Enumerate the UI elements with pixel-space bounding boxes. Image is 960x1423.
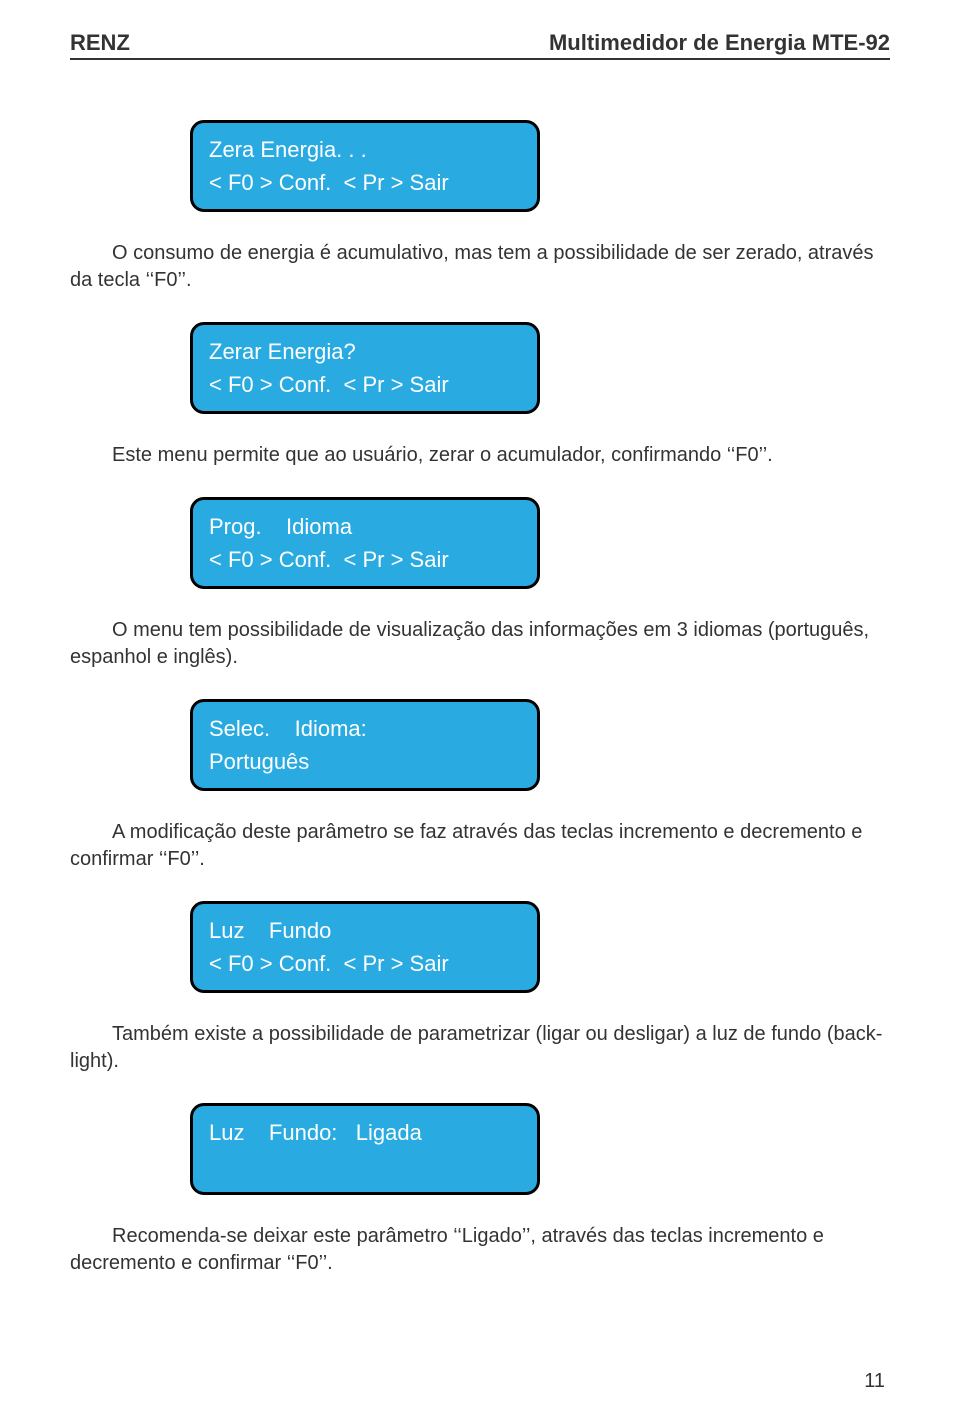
lcd-line-2: < F0 > Conf. < Pr > Sair [209, 166, 521, 199]
page-content: Zera Energia. . . < F0 > Conf. < Pr > Sa… [70, 60, 890, 1277]
lcd-line-1: Prog. Idioma [209, 510, 521, 543]
header-title: Multimedidor de Energia MTE-92 [549, 30, 890, 56]
lcd-display: Selec. Idioma: Português [190, 699, 540, 791]
lcd-line-2: < F0 > Conf. < Pr > Sair [209, 947, 521, 980]
description-text: O menu tem possibilidade de visualização… [70, 617, 890, 671]
lcd-line-2: < F0 > Conf. < Pr > Sair [209, 543, 521, 576]
lcd-line-1: Selec. Idioma: [209, 712, 521, 745]
description-text: Recomenda-se deixar este parâmetro ‘‘Lig… [70, 1223, 890, 1277]
description-text: Este menu permite que ao usuário, zerar … [70, 442, 890, 469]
lcd-line-1: Zera Energia. . . [209, 133, 521, 166]
lcd-line-2: < F0 > Conf. < Pr > Sair [209, 368, 521, 401]
lcd-line-2 [209, 1149, 521, 1182]
lcd-line-2: Português [209, 745, 521, 778]
lcd-line-1: Luz Fundo: Ligada [209, 1116, 521, 1149]
description-text: A modificação deste parâmetro se faz atr… [70, 819, 890, 873]
header-brand: RENZ [70, 30, 130, 56]
lcd-display: Zerar Energia? < F0 > Conf. < Pr > Sair [190, 322, 540, 414]
lcd-line-1: Luz Fundo [209, 914, 521, 947]
description-text: Também existe a possibilidade de paramet… [70, 1021, 890, 1075]
page-number: 11 [864, 1370, 885, 1393]
lcd-display: Luz Fundo: Ligada [190, 1103, 540, 1195]
lcd-display: Prog. Idioma < F0 > Conf. < Pr > Sair [190, 497, 540, 589]
page-header: RENZ Multimedidor de Energia MTE-92 [70, 0, 890, 60]
description-text: O consumo de energia é acumulativo, mas … [70, 240, 890, 294]
lcd-display: Luz Fundo < F0 > Conf. < Pr > Sair [190, 901, 540, 993]
lcd-line-1: Zerar Energia? [209, 335, 521, 368]
lcd-display: Zera Energia. . . < F0 > Conf. < Pr > Sa… [190, 120, 540, 212]
